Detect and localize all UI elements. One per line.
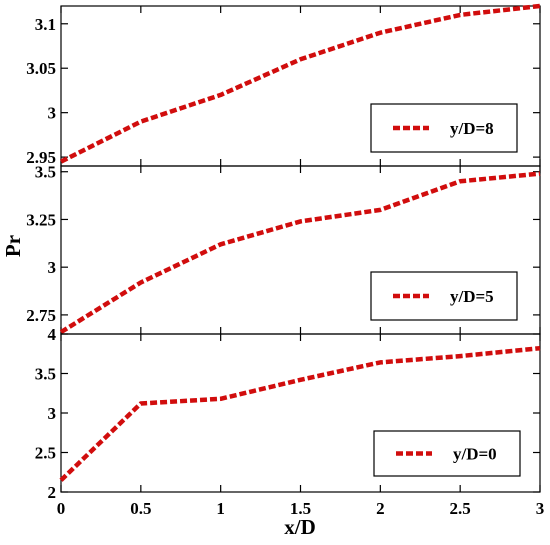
- y-tick-label: 3.1: [35, 15, 56, 34]
- y-tick-label: 4: [48, 325, 57, 344]
- legend-label: y/D=8: [450, 119, 494, 138]
- legend: y/D=0: [373, 430, 521, 477]
- legend-box: [373, 430, 521, 477]
- x-tick-label: 3: [536, 499, 545, 518]
- x-axis-title: x/D: [284, 515, 316, 539]
- x-tick-label: 0: [57, 499, 66, 518]
- x-tick-label: 0.5: [130, 499, 151, 518]
- legend: y/D=8: [370, 103, 518, 153]
- y-tick-label: 3.25: [26, 210, 56, 229]
- legend-label: y/D=5: [450, 287, 494, 306]
- y-tick-label: 3: [48, 104, 57, 123]
- y-tick-label: 3.5: [35, 163, 56, 182]
- legend: y/D=5: [370, 271, 518, 321]
- series-line: [59, 345, 541, 482]
- x-tick-label: 1: [216, 499, 225, 518]
- legend-box: [370, 103, 518, 153]
- panel-1: 2.95 3 3.05 3.1 y/D=8: [26, 3, 541, 167]
- y-tick-label: 3.05: [26, 59, 56, 78]
- x-tick-label: 2: [376, 499, 385, 518]
- y-tick-label: 2.95: [26, 148, 56, 167]
- x-tick-label: 2.5: [450, 499, 471, 518]
- legend-box: [370, 271, 518, 321]
- y-tick-label: 2: [48, 483, 57, 502]
- y-tick-label: 3: [48, 404, 57, 423]
- x-tick-label: 1.5: [290, 499, 311, 518]
- y-axis-title: Pr: [1, 235, 25, 257]
- y-tick-label: 2.5: [35, 444, 56, 463]
- panel-2: 2.75 3 3.25 3.5 y/D=5: [26, 163, 541, 335]
- series-line: [59, 3, 541, 164]
- legend-label: y/D=0: [453, 445, 497, 464]
- y-tick-label: 3.5: [35, 365, 56, 384]
- y-tick-label: 3: [48, 258, 57, 277]
- panel-3: 2 2.5 3 3.5 4 0 0.5 1 1.5 2 2.5 3 y/D=0: [35, 325, 545, 518]
- y-tick-label: 2.75: [26, 306, 56, 325]
- series-line: [59, 171, 541, 335]
